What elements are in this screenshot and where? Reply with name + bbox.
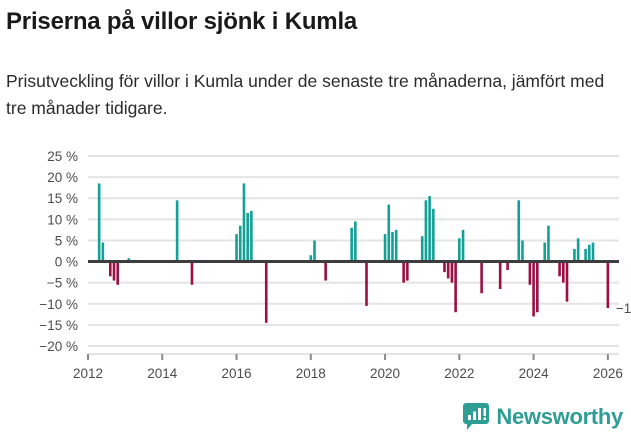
y-axis-tick-label: 0 %: [55, 255, 78, 270]
y-axis-tick-label: −5 %: [47, 276, 78, 291]
chart-annotation-label: −11 %: [616, 301, 631, 316]
x-axis-tick-label: 2016: [222, 366, 252, 381]
chart-bar: [443, 261, 446, 273]
x-axis-tick-label: 2026: [593, 366, 623, 381]
chart-bar: [264, 261, 268, 323]
chart-bar: [450, 261, 454, 283]
page-title: Priserna på villor sjönk i Kumla: [6, 8, 358, 35]
chart-bar: [112, 261, 116, 281]
chart-bar: [242, 183, 246, 262]
chart-bar: [108, 261, 112, 277]
chart-bar: [116, 261, 120, 285]
chart-bar: [420, 236, 424, 262]
y-axis-tick-label: −15 %: [39, 318, 78, 333]
newsworthy-logo[interactable]: Newsworthy: [463, 403, 623, 431]
chart-bar: [190, 261, 194, 285]
chart-bar: [235, 234, 238, 262]
chart-bar: [576, 238, 580, 262]
y-axis-tick-label: 10 %: [47, 212, 78, 227]
x-axis-tick-label: 2012: [73, 366, 103, 381]
chart-bar: [383, 234, 387, 262]
chart-bar: [547, 225, 550, 262]
chart-bar: [175, 200, 179, 262]
chart-bar: [543, 242, 547, 262]
chart-bar: [97, 183, 101, 262]
chart-bar: [458, 238, 461, 262]
chart-bar: [394, 229, 398, 262]
chart-bar: [246, 213, 249, 262]
x-axis-tick-label: 2022: [444, 366, 474, 381]
y-axis-tick-label: 5 %: [55, 233, 78, 248]
chart-bar: [461, 229, 465, 262]
chart-bar: [391, 232, 394, 262]
chart-bar: [424, 200, 428, 262]
chart-bar: [584, 248, 587, 262]
chart-bar: [528, 261, 532, 285]
chart-bar: [536, 261, 539, 313]
chart-bar: [127, 258, 131, 262]
chart-bar: [309, 255, 313, 262]
bar-chart-speech-bubble-icon: [463, 403, 490, 431]
x-axis-tick-label: 2014: [147, 366, 178, 381]
chart-bar: [606, 261, 610, 308]
chart-bar: [365, 261, 368, 306]
chart-bar: [498, 261, 502, 289]
chart-bar: [480, 261, 483, 294]
chart-bar: [350, 227, 353, 262]
chart-subtitle: Prisutveckling för villor i Kumla under …: [6, 71, 605, 118]
chart-bar: [454, 261, 457, 313]
chart-bar: [562, 261, 565, 283]
chart-bar: [565, 261, 569, 302]
bar-chart: 25 % 20 % 15 % 10 % 5 % 0 % −5 % −10 % −15 % −20 …: [39, 149, 631, 381]
chart-bar: [324, 261, 327, 281]
chart-bar: [591, 242, 595, 262]
logo-wordmark: Newsworthy: [496, 404, 623, 429]
chart-bar: [101, 242, 105, 262]
chart-plot-area: 25 % 20 % 15 % 10 % 5 % 0 % −5 % −10 % −15 % −20 …: [0, 148, 631, 393]
chart-bar: [313, 240, 316, 262]
y-axis-tick-label: 25 %: [47, 149, 78, 164]
x-axis-tick-label: 2020: [370, 366, 400, 381]
chart-bar: [506, 261, 509, 270]
chart-bar: [532, 261, 535, 317]
chart-bar: [517, 200, 521, 262]
chart-bar: [354, 221, 357, 262]
chart-bar: [238, 225, 242, 262]
chart-bar: [587, 244, 591, 262]
chart-bar: [446, 261, 450, 279]
x-axis-tick-label: 2018: [296, 366, 326, 381]
chart-bar: [432, 208, 435, 262]
x-axis-tick-label: 2024: [519, 366, 550, 381]
y-axis-tick-label: −20 %: [39, 339, 78, 354]
chart-bar: [521, 240, 524, 262]
chart-bar: [250, 210, 253, 262]
chart-bar: [558, 261, 561, 277]
y-axis-tick-label: 15 %: [47, 191, 78, 206]
chart-bar: [573, 248, 576, 262]
y-axis-tick-label: 20 %: [47, 170, 78, 185]
chart-bar: [402, 261, 405, 283]
chart-bar: [406, 261, 409, 281]
y-axis-tick-label: −10 %: [39, 297, 78, 312]
chart-bar: [428, 196, 431, 262]
chart-bar: [387, 204, 391, 262]
